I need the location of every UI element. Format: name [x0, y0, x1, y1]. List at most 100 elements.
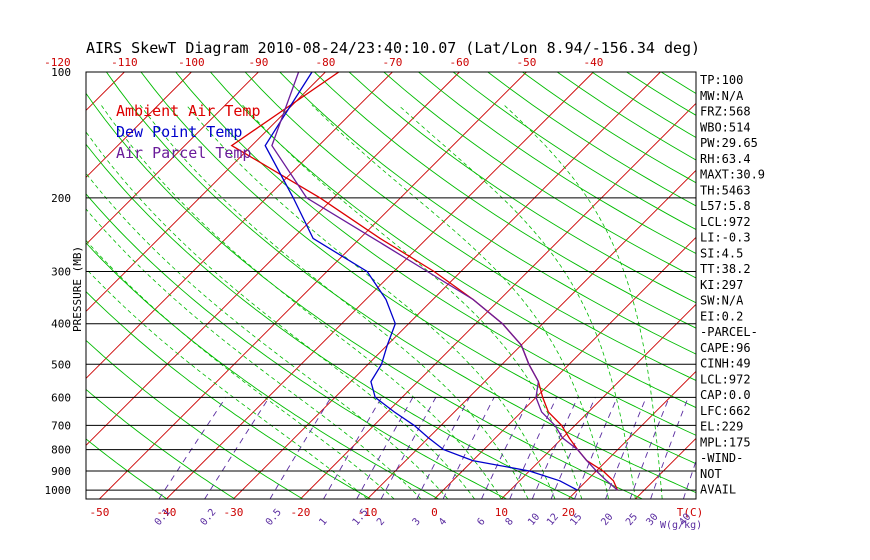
series-line-dew-point-temp — [264, 72, 578, 491]
y-axis-label: PRESSURE (MB) — [71, 246, 84, 332]
index-item: -PARCEL- — [700, 325, 758, 339]
chart-grid — [86, 72, 870, 499]
dry-adiabat-line — [106, 72, 696, 494]
index-item: CAPE:96 — [700, 341, 751, 355]
dry-adiabat-line — [487, 72, 696, 207]
top-temp-tick-label: -120 — [44, 56, 71, 69]
isotherm-line — [86, 72, 460, 447]
pressure-tick-label: 1000 — [45, 484, 72, 497]
top-temp-tick-label: -40 — [583, 56, 603, 69]
index-item: SI:4.5 — [700, 246, 743, 260]
mixing-ratio-label: 12 — [545, 512, 561, 528]
mixing-ratio-label: 30 — [644, 512, 660, 528]
isotherm-line — [166, 72, 594, 499]
index-item: MPL:175 — [700, 435, 751, 449]
top-temp-tick-label: -100 — [178, 56, 205, 69]
bottom-temp-tick-label: 10 — [495, 506, 508, 519]
mixing-ratio-label: 25 — [624, 512, 640, 528]
plot-frame — [85, 71, 697, 500]
moist-adiabat-line — [86, 131, 475, 499]
mixing-ratio-line — [605, 397, 647, 499]
mixing-ratio-unit-label: W(g/kg) — [660, 520, 702, 531]
index-item: SW:N/A — [700, 294, 744, 308]
dry-adiabat-line — [86, 242, 439, 499]
mixing-ratio-line — [682, 459, 696, 499]
dry-adiabat-line — [86, 291, 372, 499]
isotherm-line — [300, 102, 696, 499]
mixing-ratio-line — [204, 397, 270, 499]
mixing-ratio-line — [416, 397, 470, 499]
mixing-ratio-line — [481, 397, 531, 499]
dry-adiabat-line — [383, 72, 696, 279]
dry-adiabat-line — [86, 92, 643, 499]
mixing-ratio-line — [356, 397, 414, 499]
mixing-ratio-line — [158, 397, 227, 499]
dry-adiabat-line — [86, 438, 168, 499]
series-line-ambient-air-temp — [230, 72, 619, 491]
index-item: CAP:0.0 — [700, 388, 751, 402]
mixing-ratio-line — [574, 397, 618, 499]
index-item: RH:63.4 — [700, 152, 751, 166]
isotherm-line — [568, 370, 696, 499]
bottom-temp-tick-label: -50 — [89, 506, 109, 519]
index-item: -WIND- — [700, 451, 743, 465]
pressure-tick-label: 300 — [51, 266, 71, 279]
isotherm-line — [99, 72, 527, 499]
dry-adiabat-line — [418, 72, 696, 255]
bottom-temp-tick-label: -30 — [223, 506, 243, 519]
chart-title: AIRS SkewT Diagram 2010-08-24/23:40:10.0… — [86, 39, 700, 57]
index-item: PW:29.65 — [700, 136, 758, 150]
isotherm-line — [501, 303, 696, 499]
moist-adiabat-line — [139, 104, 529, 499]
dry-adiabat-line — [86, 193, 507, 499]
mixing-ratio-label: 4 — [437, 516, 449, 528]
mixing-ratio-line — [509, 397, 558, 499]
mixing-ratio-line — [650, 397, 689, 499]
dry-adiabat-line — [244, 72, 696, 382]
pressure-tick-label: 800 — [51, 444, 71, 457]
index-item: MW:N/A — [700, 89, 744, 103]
mixing-ratio-label: 0.5 — [264, 507, 284, 528]
dry-adiabat-line — [86, 339, 304, 499]
chart-curves — [230, 72, 619, 491]
index-item: LCL:972 — [700, 215, 751, 229]
isotherm-line — [836, 72, 870, 499]
legend-entry: Ambient Air Temp — [116, 102, 261, 120]
moist-adiabat-line — [398, 104, 636, 499]
index-item: EL:229 — [700, 420, 743, 434]
top-temp-tick-label: -80 — [315, 56, 335, 69]
dry-adiabat-line — [140, 72, 696, 465]
index-item: WBO:514 — [700, 120, 751, 134]
isotherm-line — [86, 72, 192, 179]
index-item: FRZ:568 — [700, 105, 751, 119]
mixing-ratio-label: 1 — [317, 516, 329, 528]
moist-adiabat-line — [186, 104, 556, 499]
dry-adiabat-line — [279, 72, 696, 355]
dry-adiabat-line — [348, 72, 696, 304]
mixing-ratio-label: 6 — [475, 516, 487, 528]
mixing-ratio-line — [531, 397, 579, 499]
pressure-tick-label: 100 — [51, 66, 71, 79]
index-item: LI:-0.3 — [700, 231, 751, 245]
isotherm-line — [86, 72, 259, 246]
mixing-ratio-line — [550, 397, 596, 499]
index-item: LFC:662 — [700, 404, 751, 418]
isotherm-line — [367, 169, 696, 499]
pressure-tick-label: 400 — [51, 318, 71, 331]
bottom-temp-tick-label: -10 — [357, 506, 377, 519]
chart-legend: Ambient Air Temp Dew Point Temp Air Parcel… — [116, 102, 261, 162]
top-temp-tick-label: -60 — [449, 56, 469, 69]
index-item: TP:100 — [700, 73, 743, 87]
mixing-ratio-line — [442, 397, 495, 499]
index-item: CINH:49 — [700, 357, 751, 371]
mixing-ratio-label: 8 — [504, 516, 516, 528]
bottom-temp-tick-label: -40 — [156, 506, 176, 519]
mixing-ratio-label: 2 — [375, 516, 387, 528]
mixing-ratio-label: 20 — [599, 512, 615, 528]
index-item: L57:5.8 — [700, 199, 751, 213]
moist-adiabat-line — [86, 208, 422, 499]
index-item: TT:38.2 — [700, 262, 751, 276]
bottom-temp-tick-label: -20 — [290, 506, 310, 519]
isotherm-line — [86, 72, 125, 112]
